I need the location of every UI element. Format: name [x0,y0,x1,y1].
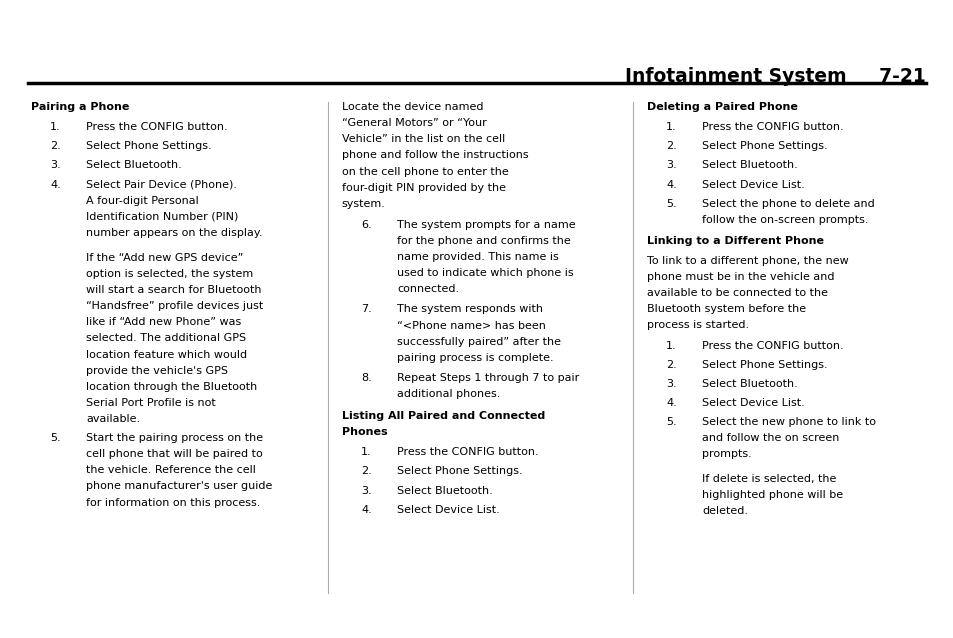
Text: Select Bluetooth.: Select Bluetooth. [701,160,798,170]
Text: Select Phone Settings.: Select Phone Settings. [86,142,212,151]
Text: Listing All Paired and Connected: Listing All Paired and Connected [341,411,544,421]
Text: Press the CONFIG button.: Press the CONFIG button. [701,122,843,132]
Text: Select Bluetooth.: Select Bluetooth. [396,486,493,496]
Text: phone must be in the vehicle and: phone must be in the vehicle and [646,272,834,282]
Text: Phones: Phones [341,427,387,437]
Text: Start the pairing process on the: Start the pairing process on the [86,433,263,443]
Text: The system responds with: The system responds with [396,304,542,315]
Text: Press the CONFIG button.: Press the CONFIG button. [701,341,843,350]
Text: deleted.: deleted. [701,507,747,516]
Text: 6.: 6. [360,220,372,230]
Text: system.: system. [341,199,385,209]
Text: Select Bluetooth.: Select Bluetooth. [701,379,798,389]
Text: 3.: 3. [665,379,677,389]
Text: available to be connected to the: available to be connected to the [646,288,827,298]
Text: successfully paired” after the: successfully paired” after the [396,337,560,346]
Text: 2.: 2. [665,360,677,369]
Text: phone and follow the instructions: phone and follow the instructions [341,151,528,160]
Text: 3.: 3. [50,160,61,170]
Text: Identification Number (PIN): Identification Number (PIN) [86,212,238,222]
Text: the vehicle. Reference the cell: the vehicle. Reference the cell [86,465,255,475]
Text: pairing process is complete.: pairing process is complete. [396,353,553,363]
Text: four-digit PIN provided by the: four-digit PIN provided by the [341,182,505,193]
Text: available.: available. [86,414,140,424]
Text: Infotainment System     7-21: Infotainment System 7-21 [624,67,925,86]
Text: Select Device List.: Select Device List. [396,505,499,515]
Text: Bluetooth system before the: Bluetooth system before the [646,304,805,315]
Text: selected. The additional GPS: selected. The additional GPS [86,334,246,343]
Text: 5.: 5. [665,417,677,427]
Text: Select Device List.: Select Device List. [701,179,804,189]
Text: The system prompts for a name: The system prompts for a name [396,220,575,230]
Text: name provided. This name is: name provided. This name is [396,252,558,262]
Text: 1.: 1. [665,122,677,132]
Text: Pairing a Phone: Pairing a Phone [30,102,129,112]
Text: 2.: 2. [665,142,677,151]
Text: Select Phone Settings.: Select Phone Settings. [701,142,827,151]
Text: Select Device List.: Select Device List. [701,398,804,408]
Text: provide the vehicle's GPS: provide the vehicle's GPS [86,366,228,376]
Text: 5.: 5. [665,198,677,209]
Text: Linking to a Different Phone: Linking to a Different Phone [646,236,823,246]
Text: follow the on-screen prompts.: follow the on-screen prompts. [701,215,868,225]
Text: 1.: 1. [360,447,372,457]
Text: To link to a different phone, the new: To link to a different phone, the new [646,256,847,266]
Text: Serial Port Profile is not: Serial Port Profile is not [86,398,215,408]
Text: “Handsfree” profile devices just: “Handsfree” profile devices just [86,301,263,311]
Text: location feature which would: location feature which would [86,350,247,360]
Text: 1.: 1. [50,122,61,132]
Text: additional phones.: additional phones. [396,389,500,399]
Text: Repeat Steps 1 through 7 to pair: Repeat Steps 1 through 7 to pair [396,373,578,383]
Text: 2.: 2. [360,466,372,477]
Text: Select the new phone to link to: Select the new phone to link to [701,417,876,427]
Text: will start a search for Bluetooth: will start a search for Bluetooth [86,285,261,295]
Text: Deleting a Paired Phone: Deleting a Paired Phone [646,102,797,112]
Text: If the “Add new GPS device”: If the “Add new GPS device” [86,253,243,263]
Text: and follow the on screen: and follow the on screen [701,433,839,443]
Text: Locate the device named: Locate the device named [341,102,482,112]
Text: 2.: 2. [50,142,61,151]
Text: highlighted phone will be: highlighted phone will be [701,491,842,500]
Text: Vehicle” in the list on the cell: Vehicle” in the list on the cell [341,135,504,144]
Text: 8.: 8. [360,373,372,383]
Text: “<Phone name> has been: “<Phone name> has been [396,320,545,330]
Text: Select the phone to delete and: Select the phone to delete and [701,198,874,209]
Text: number appears on the display.: number appears on the display. [86,228,262,238]
Text: 1.: 1. [665,341,677,350]
Text: 4.: 4. [360,505,372,515]
Text: A four-digit Personal: A four-digit Personal [86,196,198,205]
Text: Press the CONFIG button.: Press the CONFIG button. [396,447,538,457]
Text: Select Phone Settings.: Select Phone Settings. [396,466,522,477]
Text: 4.: 4. [665,179,677,189]
Text: like if “Add new Phone” was: like if “Add new Phone” was [86,317,241,327]
Text: 4.: 4. [665,398,677,408]
Text: Press the CONFIG button.: Press the CONFIG button. [86,122,228,132]
Text: cell phone that will be paired to: cell phone that will be paired to [86,449,263,459]
Text: connected.: connected. [396,285,458,294]
Text: for the phone and confirms the: for the phone and confirms the [396,236,570,246]
Text: Select Pair Device (Phone).: Select Pair Device (Phone). [86,179,237,189]
Text: Select Bluetooth.: Select Bluetooth. [86,160,182,170]
Text: location through the Bluetooth: location through the Bluetooth [86,382,257,392]
Text: option is selected, the system: option is selected, the system [86,269,253,279]
Text: 3.: 3. [360,486,372,496]
Text: prompts.: prompts. [701,449,751,459]
Text: process is started.: process is started. [646,320,748,330]
Text: 5.: 5. [50,433,61,443]
Text: “General Motors” or “Your: “General Motors” or “Your [341,118,486,128]
Text: phone manufacturer's user guide: phone manufacturer's user guide [86,482,273,491]
Text: 3.: 3. [665,160,677,170]
Text: 7.: 7. [360,304,372,315]
Text: used to indicate which phone is: used to indicate which phone is [396,268,573,278]
Text: for information on this process.: for information on this process. [86,498,260,507]
Text: 4.: 4. [50,179,61,189]
Text: Select Phone Settings.: Select Phone Settings. [701,360,827,369]
Text: on the cell phone to enter the: on the cell phone to enter the [341,167,508,177]
Text: If delete is selected, the: If delete is selected, the [701,474,836,484]
